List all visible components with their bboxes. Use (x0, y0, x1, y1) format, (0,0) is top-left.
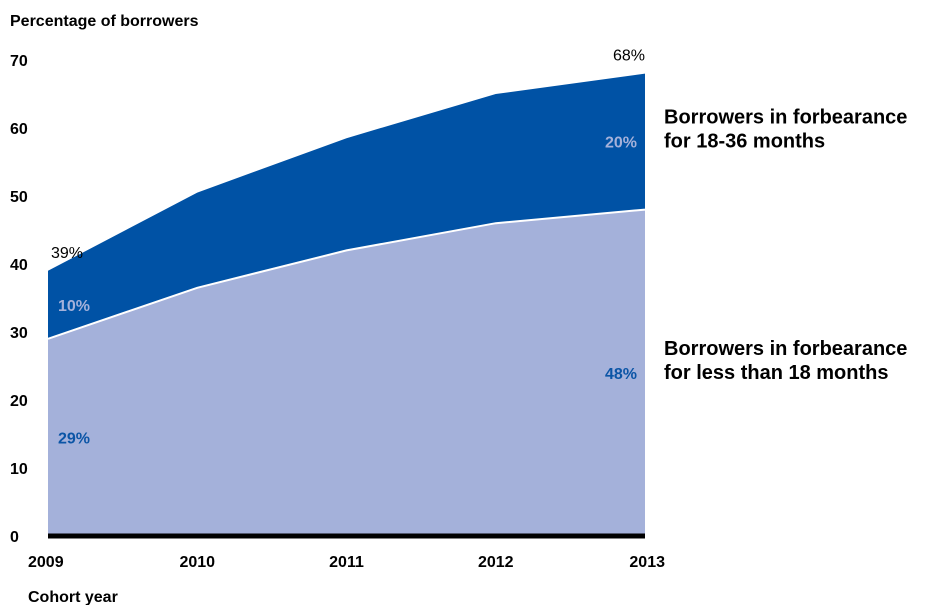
x-axis-title: Cohort year (28, 589, 118, 605)
y-tick-label: 50 (10, 189, 28, 206)
y-tick-label: 60 (10, 121, 28, 138)
x-tick-label: 2010 (179, 554, 215, 571)
segment-data-label: 48% (605, 366, 637, 383)
total-labels: 39% 68% (51, 48, 645, 262)
segment-data-label: 10% (58, 298, 90, 315)
y-tick-label: 40 (10, 257, 28, 274)
legend-label-series-1: Borrowers in forbearance (664, 338, 907, 360)
y-axis: 0 10 20 30 40 50 60 70 (10, 53, 28, 546)
legend-label-series-1: for less than 18 months (664, 362, 889, 384)
area-series-1 (48, 209, 645, 536)
legend-label-series-2: Borrowers in forbearance (664, 107, 907, 129)
x-tick-label: 2009 (28, 554, 64, 571)
y-tick-label: 10 (10, 461, 28, 478)
area-series-2 (48, 73, 645, 339)
area-layer (47, 73, 646, 539)
segment-data-label: 20% (605, 135, 637, 152)
y-tick-label: 70 (10, 53, 28, 70)
y-axis-title: Percentage of borrowers (10, 13, 199, 30)
y-tick-label: 20 (10, 393, 28, 410)
legend-label-series-2: for 18-36 months (664, 131, 825, 153)
x-tick-label: 2013 (629, 554, 665, 571)
x-axis: 2009 2010 2011 2012 2013 (28, 554, 665, 571)
total-data-label: 39% (51, 245, 83, 262)
series-boundary-line (47, 208, 646, 340)
y-tick-label: 0 (10, 529, 19, 546)
segment-data-label: 29% (58, 430, 90, 447)
total-data-label: 68% (613, 48, 645, 65)
x-tick-label: 2011 (329, 554, 364, 571)
x-tick-label: 2012 (478, 554, 514, 571)
y-tick-label: 30 (10, 325, 28, 342)
segment-labels: 29% 48% 10% 20% (58, 135, 637, 448)
